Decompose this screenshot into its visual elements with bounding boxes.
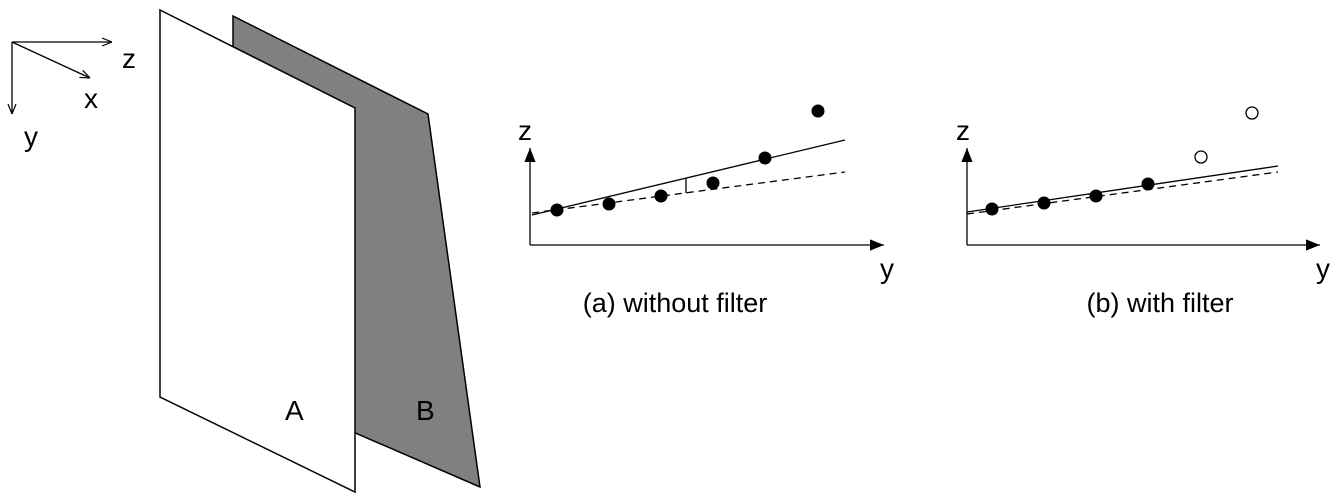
axis-label: z <box>956 115 970 146</box>
plane-label: B <box>416 395 435 426</box>
point <box>812 105 825 118</box>
point <box>707 177 720 190</box>
point <box>551 204 564 217</box>
point <box>603 198 616 211</box>
point <box>655 190 668 203</box>
point <box>759 152 772 165</box>
point <box>1038 197 1051 210</box>
axis-label: z <box>518 115 532 146</box>
outlier-point <box>1246 107 1258 119</box>
diagram: z x y A B z y (a) without filter z y <box>0 0 1342 494</box>
axis-label: y <box>1316 253 1330 284</box>
plane-label: A <box>285 395 304 426</box>
true-line <box>967 172 1278 214</box>
z-label: z <box>122 43 136 74</box>
caption: (b) with filter <box>1086 288 1233 318</box>
point <box>986 203 999 216</box>
outlier-point <box>1195 151 1207 163</box>
x-arrow <box>12 42 90 78</box>
axis-triad: z x y <box>12 42 136 152</box>
panel-b: z y (b) with filter <box>956 107 1330 318</box>
panel-a: z y (a) without filter <box>518 105 894 319</box>
fit-line <box>967 166 1278 212</box>
point <box>1090 190 1103 203</box>
x-label: x <box>84 83 98 114</box>
point <box>1142 178 1155 191</box>
y-label: y <box>24 121 38 152</box>
caption: (a) without filter <box>583 288 768 318</box>
axis-label: y <box>880 253 894 284</box>
